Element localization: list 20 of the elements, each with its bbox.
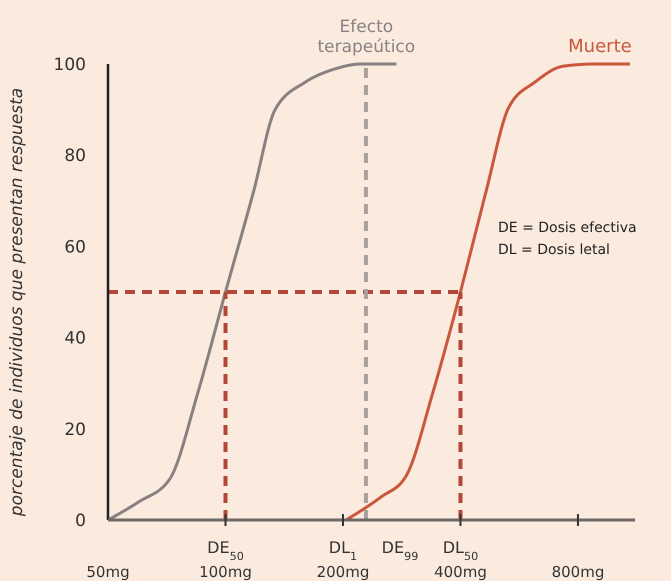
x-tick-label: 400mg	[434, 563, 487, 581]
series-label: Muerte	[568, 36, 632, 57]
annotation: DL$_{1}$	[328, 538, 358, 562]
y-tick-label: 20	[64, 420, 86, 440]
x-tick-label: 100mg	[199, 563, 252, 581]
x-tick-label: 800mg	[552, 563, 604, 581]
x-tick-label: 200mg	[316, 563, 370, 581]
y-tick-label: 40	[64, 328, 86, 349]
annotation: DL$_{50}$	[442, 538, 478, 562]
y-tick-label: 100	[54, 55, 86, 75]
y-tick-label: 80	[64, 146, 86, 166]
x-tick-label: 50mg	[86, 563, 130, 581]
annotation: DE$_{50}$	[207, 538, 244, 562]
annotation: DL = Dosis letal	[498, 242, 610, 258]
y-tick-label: 60	[64, 237, 86, 258]
y-axis-title: porcentaje de individuos que presentan respuesta	[7, 88, 27, 518]
series-label: Efecto terapeútico	[317, 17, 416, 57]
y-tick-label: 0	[75, 511, 86, 531]
text: DE$_{99}$	[382, 538, 418, 562]
annotation: DE = Dosis efectiva	[498, 220, 637, 236]
